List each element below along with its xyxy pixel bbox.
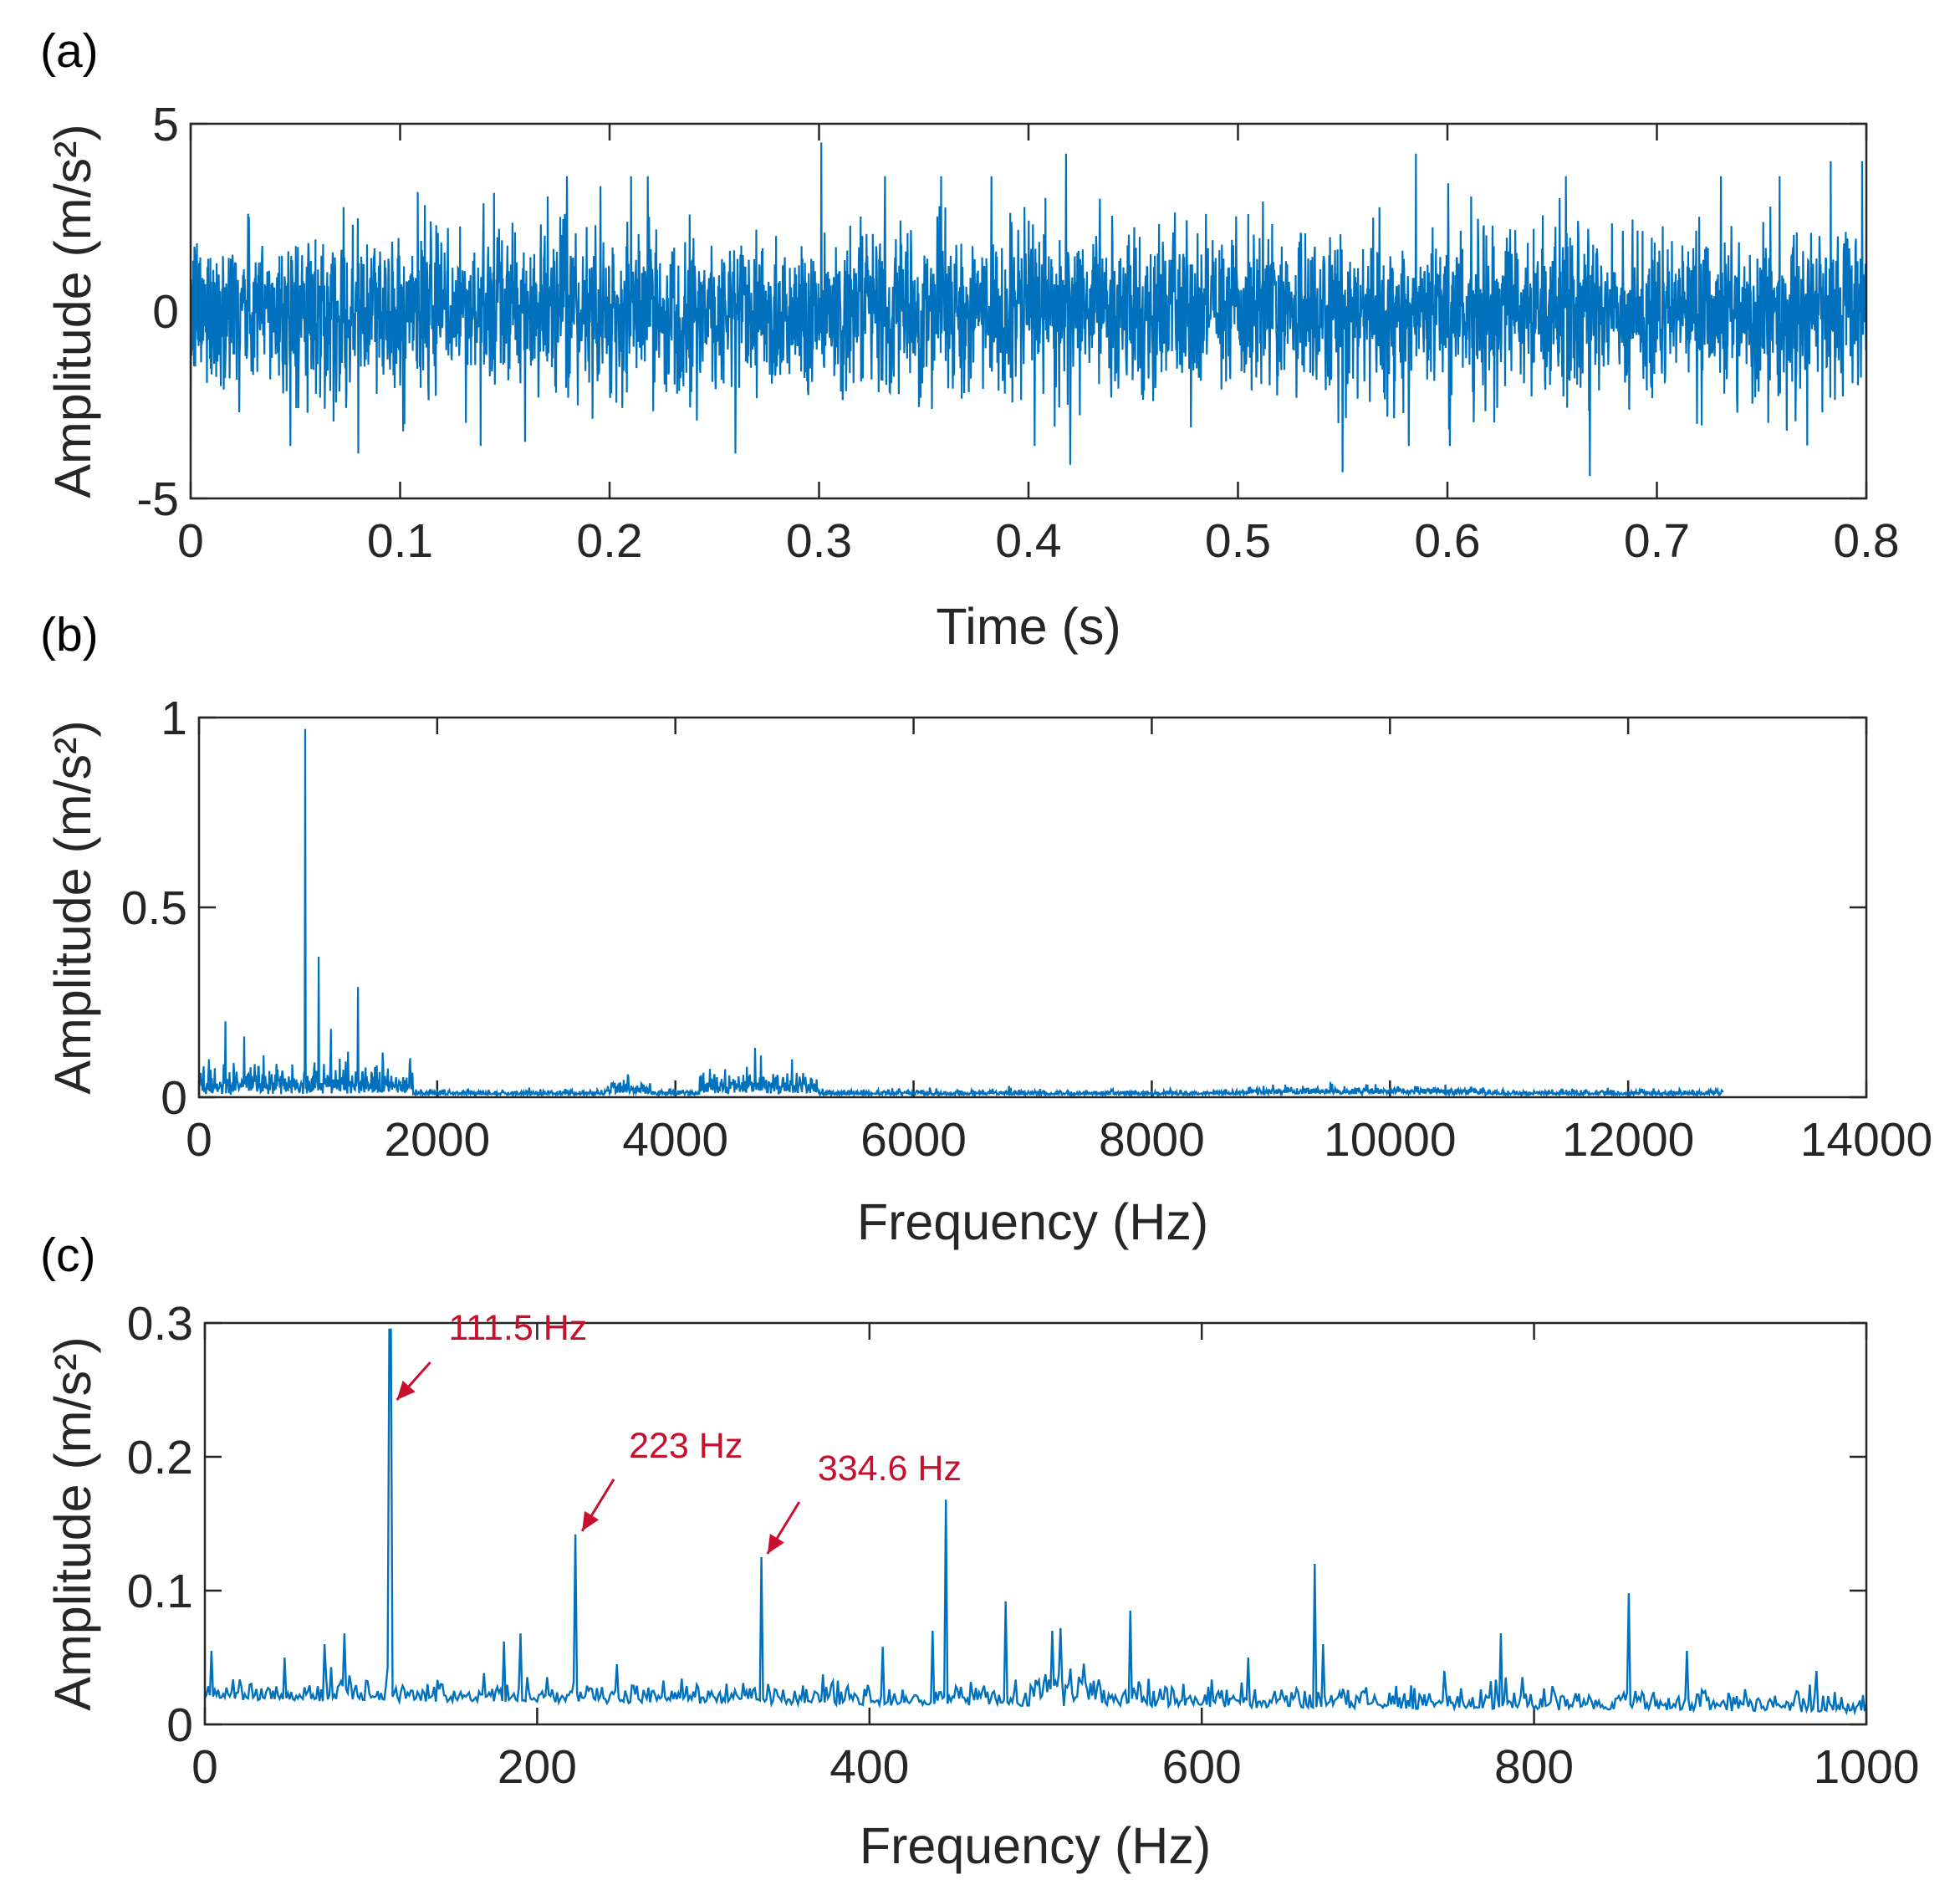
panel-a-signal-line — [189, 142, 1868, 477]
x-tick-label: 0.6 — [1414, 514, 1480, 568]
y-tick-label: 0 — [161, 1071, 187, 1125]
panel-c-xlabel: Frequency (Hz) — [860, 1817, 1211, 1874]
panel-b-axes-box — [197, 716, 1868, 1099]
y-tick-label: 0.3 — [127, 1297, 193, 1351]
x-tick-label: 1000 — [1814, 1740, 1920, 1794]
panel-label-a: (a) — [40, 24, 99, 78]
x-tick-label: 12000 — [1562, 1113, 1695, 1167]
panel-b-spectrum-line — [197, 728, 1724, 1099]
panel-a-axes-box — [189, 122, 1868, 500]
panel-b: (b) 0 2000 4000 6000 8000 10000 12000 14000 0 0.5… — [40, 608, 1932, 1250]
x-tick-label: 14000 — [1800, 1113, 1933, 1167]
x-tick-label: 400 — [829, 1740, 909, 1794]
x-tick-label: 2000 — [384, 1113, 490, 1167]
x-tick-label: 0.2 — [576, 514, 642, 568]
y-tick-label: 0.2 — [127, 1431, 193, 1484]
panel-a-ticks: 0 0.1 0.2 0.3 0.4 0.5 0.6 0.7 0.8-505 — [136, 98, 1899, 568]
panel-label-c: (c) — [40, 1228, 95, 1282]
panel-b-plot — [197, 728, 1724, 1099]
panel-a-ylabel: Amplitude (m/s²) — [44, 124, 101, 498]
x-tick-label: 0.1 — [367, 514, 433, 568]
panel-a-plot — [189, 142, 1868, 477]
panel-c-ylabel: Amplitude (m/s²) — [44, 1336, 101, 1710]
x-tick-label: 0.3 — [786, 514, 852, 568]
x-tick-label: 600 — [1162, 1740, 1242, 1794]
panel-c: (c) 0 200 400 600 800 1000 0 0.1 0.2 0.3 111.5 Hz… — [40, 1228, 1919, 1874]
panel-a-xlabel: Time (s) — [936, 598, 1120, 655]
panel-c-plot — [203, 1328, 1868, 1716]
x-tick-label: 800 — [1494, 1740, 1574, 1794]
x-tick-label: 200 — [498, 1740, 577, 1794]
annotation-label: 223 Hz — [629, 1426, 743, 1466]
x-tick-label: 0.5 — [1205, 514, 1271, 568]
x-tick-label: 0.8 — [1833, 514, 1899, 568]
y-tick-label: 5 — [152, 98, 179, 151]
panel-c-annotations: 111.5 Hz 223 Hz 334.6 Hz — [396, 1308, 962, 1555]
y-tick-label: 0.5 — [121, 881, 187, 935]
annotation-label: 334.6 Hz — [818, 1448, 962, 1489]
x-tick-label: 0 — [177, 514, 204, 568]
panel-a: (a) 0 0.1 0.2 0.3 0.4 0.5 0.6 0.7 0.8-505 Time (… — [40, 24, 1900, 655]
x-tick-label: 0.4 — [995, 514, 1061, 568]
x-tick-label: 8000 — [1099, 1113, 1205, 1167]
panel-b-ylabel: Amplitude (m/s²) — [44, 720, 101, 1094]
annotation-arrow-head — [767, 1534, 784, 1554]
panel-c-axes-box — [203, 1321, 1868, 1726]
annotation-arrow-head — [396, 1380, 416, 1400]
x-tick-label: 6000 — [860, 1113, 967, 1167]
annotation-arrow-head — [582, 1510, 600, 1531]
panel-label-b: (b) — [40, 608, 99, 662]
x-tick-label: 10000 — [1324, 1113, 1457, 1167]
x-tick-label: 0.7 — [1624, 514, 1690, 568]
panel-b-xlabel: Frequency (Hz) — [857, 1193, 1208, 1250]
y-tick-label: 0 — [166, 1698, 193, 1752]
y-tick-label: 1 — [161, 692, 187, 745]
y-tick-label: 0 — [152, 285, 179, 339]
panel-c-ticks: 0 200 400 600 800 1000 0 0.1 0.2 0.3 — [127, 1297, 1920, 1794]
y-tick-label: -5 — [136, 472, 179, 526]
y-tick-label: 0.1 — [127, 1565, 193, 1618]
panel-b-ticks: 0 2000 4000 6000 8000 10000 12000 14000 0 0.5 1 — [121, 692, 1933, 1167]
x-tick-label: 0 — [186, 1113, 212, 1167]
x-tick-label: 4000 — [622, 1113, 728, 1167]
x-tick-label: 0 — [191, 1740, 218, 1794]
panel-c-spectrum-line — [203, 1328, 1868, 1716]
annotation-label: 111.5 Hz — [449, 1308, 588, 1348]
